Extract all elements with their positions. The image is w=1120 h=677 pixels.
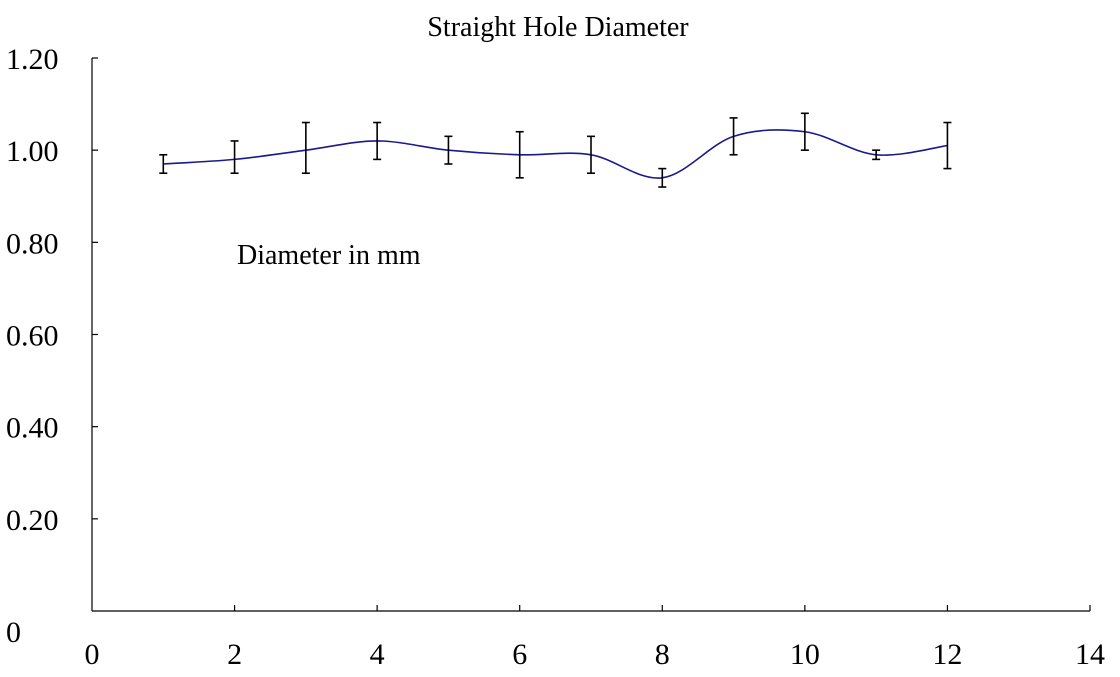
y-tick-label: 0.40 <box>6 412 59 445</box>
series-line <box>163 129 948 179</box>
y-tick-label: 1.20 <box>6 43 59 76</box>
y-tick-label: 0 <box>6 616 21 649</box>
error-bar <box>444 135 453 165</box>
error-bar <box>658 167 667 188</box>
x-tick-label: 6 <box>512 638 527 671</box>
error-bar <box>872 149 881 161</box>
x-tick-label: 4 <box>370 638 385 671</box>
x-tick-label: 0 <box>85 638 100 671</box>
chart-title: Straight Hole Diameter <box>427 12 689 43</box>
y-tick-label: 0.80 <box>6 227 59 260</box>
error-bar <box>301 121 310 175</box>
annotation-label: Diameter in mm <box>237 240 421 271</box>
x-tick-label: 12 <box>932 638 962 671</box>
error-bar <box>729 117 738 156</box>
y-tick-label: 0.60 <box>6 320 59 353</box>
x-tick-label: 2 <box>227 638 242 671</box>
y-tick-label: 0.20 <box>6 504 59 537</box>
error-bar <box>800 112 809 151</box>
error-bars <box>159 112 952 188</box>
error-bar <box>943 121 952 170</box>
error-bar <box>515 130 524 179</box>
error-bar <box>230 140 239 175</box>
y-axis-ticks: 0 0.20 0.40 0.60 0.80 1.00 1.20 <box>6 43 98 649</box>
x-tick-label: 14 <box>1075 638 1105 671</box>
x-axis-ticks: 0 2 4 6 8 10 12 14 <box>85 605 1105 671</box>
error-bar <box>587 135 595 175</box>
error-bar <box>159 153 168 175</box>
x-tick-label: 8 <box>655 638 670 671</box>
error-bar <box>373 121 382 161</box>
y-tick-label: 1.00 <box>6 135 59 168</box>
x-tick-label: 10 <box>790 638 820 671</box>
